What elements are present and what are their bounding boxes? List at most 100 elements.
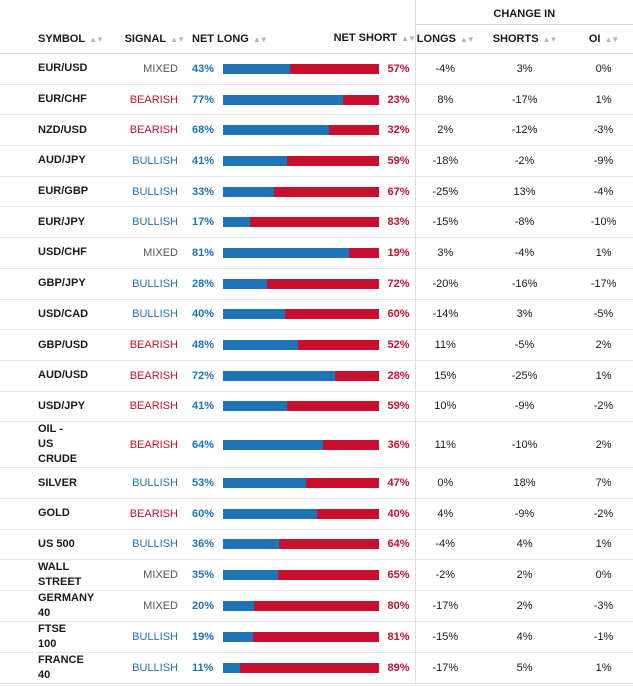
table-row[interactable]: WALL STREET MIXED 35% 65% -2% 2% 0% [0, 559, 633, 591]
change-shorts-cell: 5% [516, 662, 533, 675]
symbol-cell[interactable]: US 500 [38, 537, 75, 550]
net-short-bar [240, 663, 379, 674]
symbol-cell[interactable]: USD/CAD [38, 307, 89, 320]
sort-icon[interactable]: ▲▼ [252, 34, 268, 44]
net-long-percent: 11% [192, 662, 214, 675]
sentiment-bar-cell [223, 560, 380, 591]
table-row[interactable]: GOLD BEARISH 60% 40% 4% -9% -2% [0, 498, 633, 530]
symbol-cell[interactable]: EUR/CHF [38, 93, 87, 106]
change-shorts-cell: -25% [511, 369, 538, 382]
table-row[interactable]: GBP/USD BEARISH 48% 52% 11% -5% 2% [0, 329, 633, 361]
net-short-bar [285, 309, 379, 320]
net-long-bar [223, 94, 344, 105]
table-row[interactable]: NZD/USD BEARISH 68% 32% 2% -12% -3% [0, 114, 633, 146]
symbol-cell[interactable]: AUD/USD [38, 369, 89, 382]
change-longs-cell: 4% [414, 498, 476, 530]
symbol-header-label: SYMBOL [38, 32, 86, 45]
net-long-bar [223, 539, 280, 550]
shorts-column-header[interactable]: SHORTS ▲▼ [475, 24, 575, 54]
symbol-cell[interactable]: NZD/USD [38, 123, 87, 136]
change-oi-cell: 2% [595, 438, 612, 451]
symbol-cell[interactable]: EUR/USD [38, 62, 88, 75]
table-row[interactable]: US 500 BULLISH 36% 64% -4% 4% 1% [0, 529, 633, 560]
table-row[interactable]: SILVER BULLISH 53% 47% 0% 18% 7% [0, 467, 633, 499]
sort-icon[interactable]: ▲▼ [604, 35, 619, 44]
table-row[interactable]: EUR/CHF BEARISH 77% 23% 8% -17% 1% [0, 84, 633, 115]
change-shorts-cell: 2% [516, 600, 533, 613]
net-short-bar [252, 632, 379, 643]
symbol-cell[interactable]: EUR/GBP [38, 185, 89, 198]
sentiment-bar [223, 508, 379, 519]
symbol-cell[interactable]: GOLD [38, 507, 70, 520]
sort-icon[interactable]: ▲▼ [542, 35, 558, 44]
change-shorts-cell: -17% [511, 93, 538, 106]
sentiment-bar [223, 439, 379, 450]
sentiment-bar-cell [223, 84, 380, 115]
table-row[interactable]: GBP/JPY BULLISH 28% 72% -20% -16% -17% [0, 268, 633, 299]
table-row[interactable]: USD/CHF MIXED 81% 19% 3% -4% 1% [0, 237, 633, 269]
change-oi-cell: -2% [593, 507, 614, 520]
net-short-bar [249, 217, 379, 228]
header-spacer [0, 0, 415, 25]
symbol-cell[interactable]: FTSE 100 [38, 623, 67, 651]
change-shorts-cell: 13% [513, 185, 536, 198]
signal-cell: BULLISH [132, 154, 178, 167]
change-longs-cell: 11% [414, 329, 476, 361]
net-short-percent: 40% [387, 507, 410, 520]
sort-icon[interactable]: ▲▼ [401, 33, 416, 43]
signal-cell: MIXED [143, 569, 178, 582]
table-row[interactable]: AUD/USD BEARISH 72% 28% 15% -25% 1% [0, 360, 633, 392]
net-long-bar [223, 247, 350, 258]
table-row[interactable]: EUR/JPY BULLISH 17% 83% -15% -8% -10% [0, 206, 633, 238]
signal-column-header[interactable]: SIGNAL ▲▼ [110, 24, 190, 54]
symbol-column-header[interactable]: SYMBOL ▲▼ [0, 24, 110, 54]
net-short-column-header[interactable]: NET SHORT ▲▼ [334, 24, 416, 54]
symbol-cell[interactable]: SILVER [38, 476, 77, 489]
symbol-cell[interactable]: GERMANY 40 [38, 592, 95, 620]
table-row[interactable]: FRANCE 40 BULLISH 11% 89% -17% 5% 1% [0, 652, 633, 684]
table-row[interactable]: AUD/JPY BULLISH 41% 59% -18% -2% -9% [0, 145, 633, 177]
oi-column-header[interactable]: OI ▲▼ [574, 24, 633, 54]
table-row[interactable]: USD/CAD BULLISH 40% 60% -14% 3% -5% [0, 299, 633, 330]
symbol-cell[interactable]: GBP/JPY [38, 277, 86, 290]
symbol-cell[interactable]: AUD/JPY [38, 154, 86, 167]
symbol-cell[interactable]: EUR/JPY [38, 215, 86, 228]
net-short-percent: 67% [387, 185, 410, 198]
table-row[interactable]: OIL - US CRUDE BEARISH 64% 36% 11% -10% … [0, 421, 633, 468]
sentiment-bar [223, 309, 379, 320]
signal-cell: BULLISH [132, 538, 178, 551]
symbol-cell[interactable]: OIL - US CRUDE [38, 423, 78, 466]
net-long-percent: 60% [192, 507, 215, 520]
change-shorts-cell: 4% [516, 538, 533, 551]
sentiment-bar-cell [223, 299, 380, 330]
net-short-percent: 83% [387, 216, 410, 229]
sort-icon[interactable]: ▲▼ [89, 34, 104, 44]
symbol-cell[interactable]: WALL STREET [38, 561, 82, 589]
signal-cell: BULLISH [132, 216, 178, 229]
change-oi-cell: 0% [595, 62, 612, 75]
sort-icon[interactable]: ▲▼ [459, 35, 475, 44]
oi-header-label: OI [588, 33, 601, 45]
sort-icon[interactable]: ▲▼ [170, 34, 185, 44]
change-longs-cell: -4% [414, 53, 476, 85]
table-row[interactable]: EUR/GBP BULLISH 33% 67% -25% 13% -4% [0, 176, 633, 207]
net-short-bar [286, 155, 379, 166]
symbol-cell[interactable]: USD/JPY [38, 399, 86, 412]
table-row[interactable]: EUR/USD MIXED 43% 57% -4% 3% 0% [0, 53, 633, 85]
sentiment-bar [223, 125, 379, 136]
change-oi-cell: 2% [595, 339, 612, 352]
sentiment-bar [223, 601, 379, 612]
change-longs-cell: 8% [414, 84, 476, 115]
sentiment-bar [223, 570, 379, 581]
table-row[interactable]: FTSE 100 BULLISH 19% 81% -15% 4% -1% [0, 621, 633, 653]
symbol-cell[interactable]: USD/CHF [38, 246, 87, 259]
table-row[interactable]: GERMANY 40 MIXED 20% 80% -17% 2% -3% [0, 590, 633, 622]
net-long-bar [223, 478, 306, 489]
change-oi-cell: 1% [595, 538, 612, 551]
symbol-cell[interactable]: GBP/USD [38, 338, 89, 351]
table-row[interactable]: USD/JPY BEARISH 41% 59% 10% -9% -2% [0, 391, 633, 422]
net-long-column-header[interactable]: NET LONG ▲▼ [190, 24, 380, 54]
sentiment-bar-cell [223, 330, 380, 361]
symbol-cell[interactable]: FRANCE 40 [38, 654, 84, 682]
longs-column-header[interactable]: LONGS ▲▼ [414, 24, 476, 54]
